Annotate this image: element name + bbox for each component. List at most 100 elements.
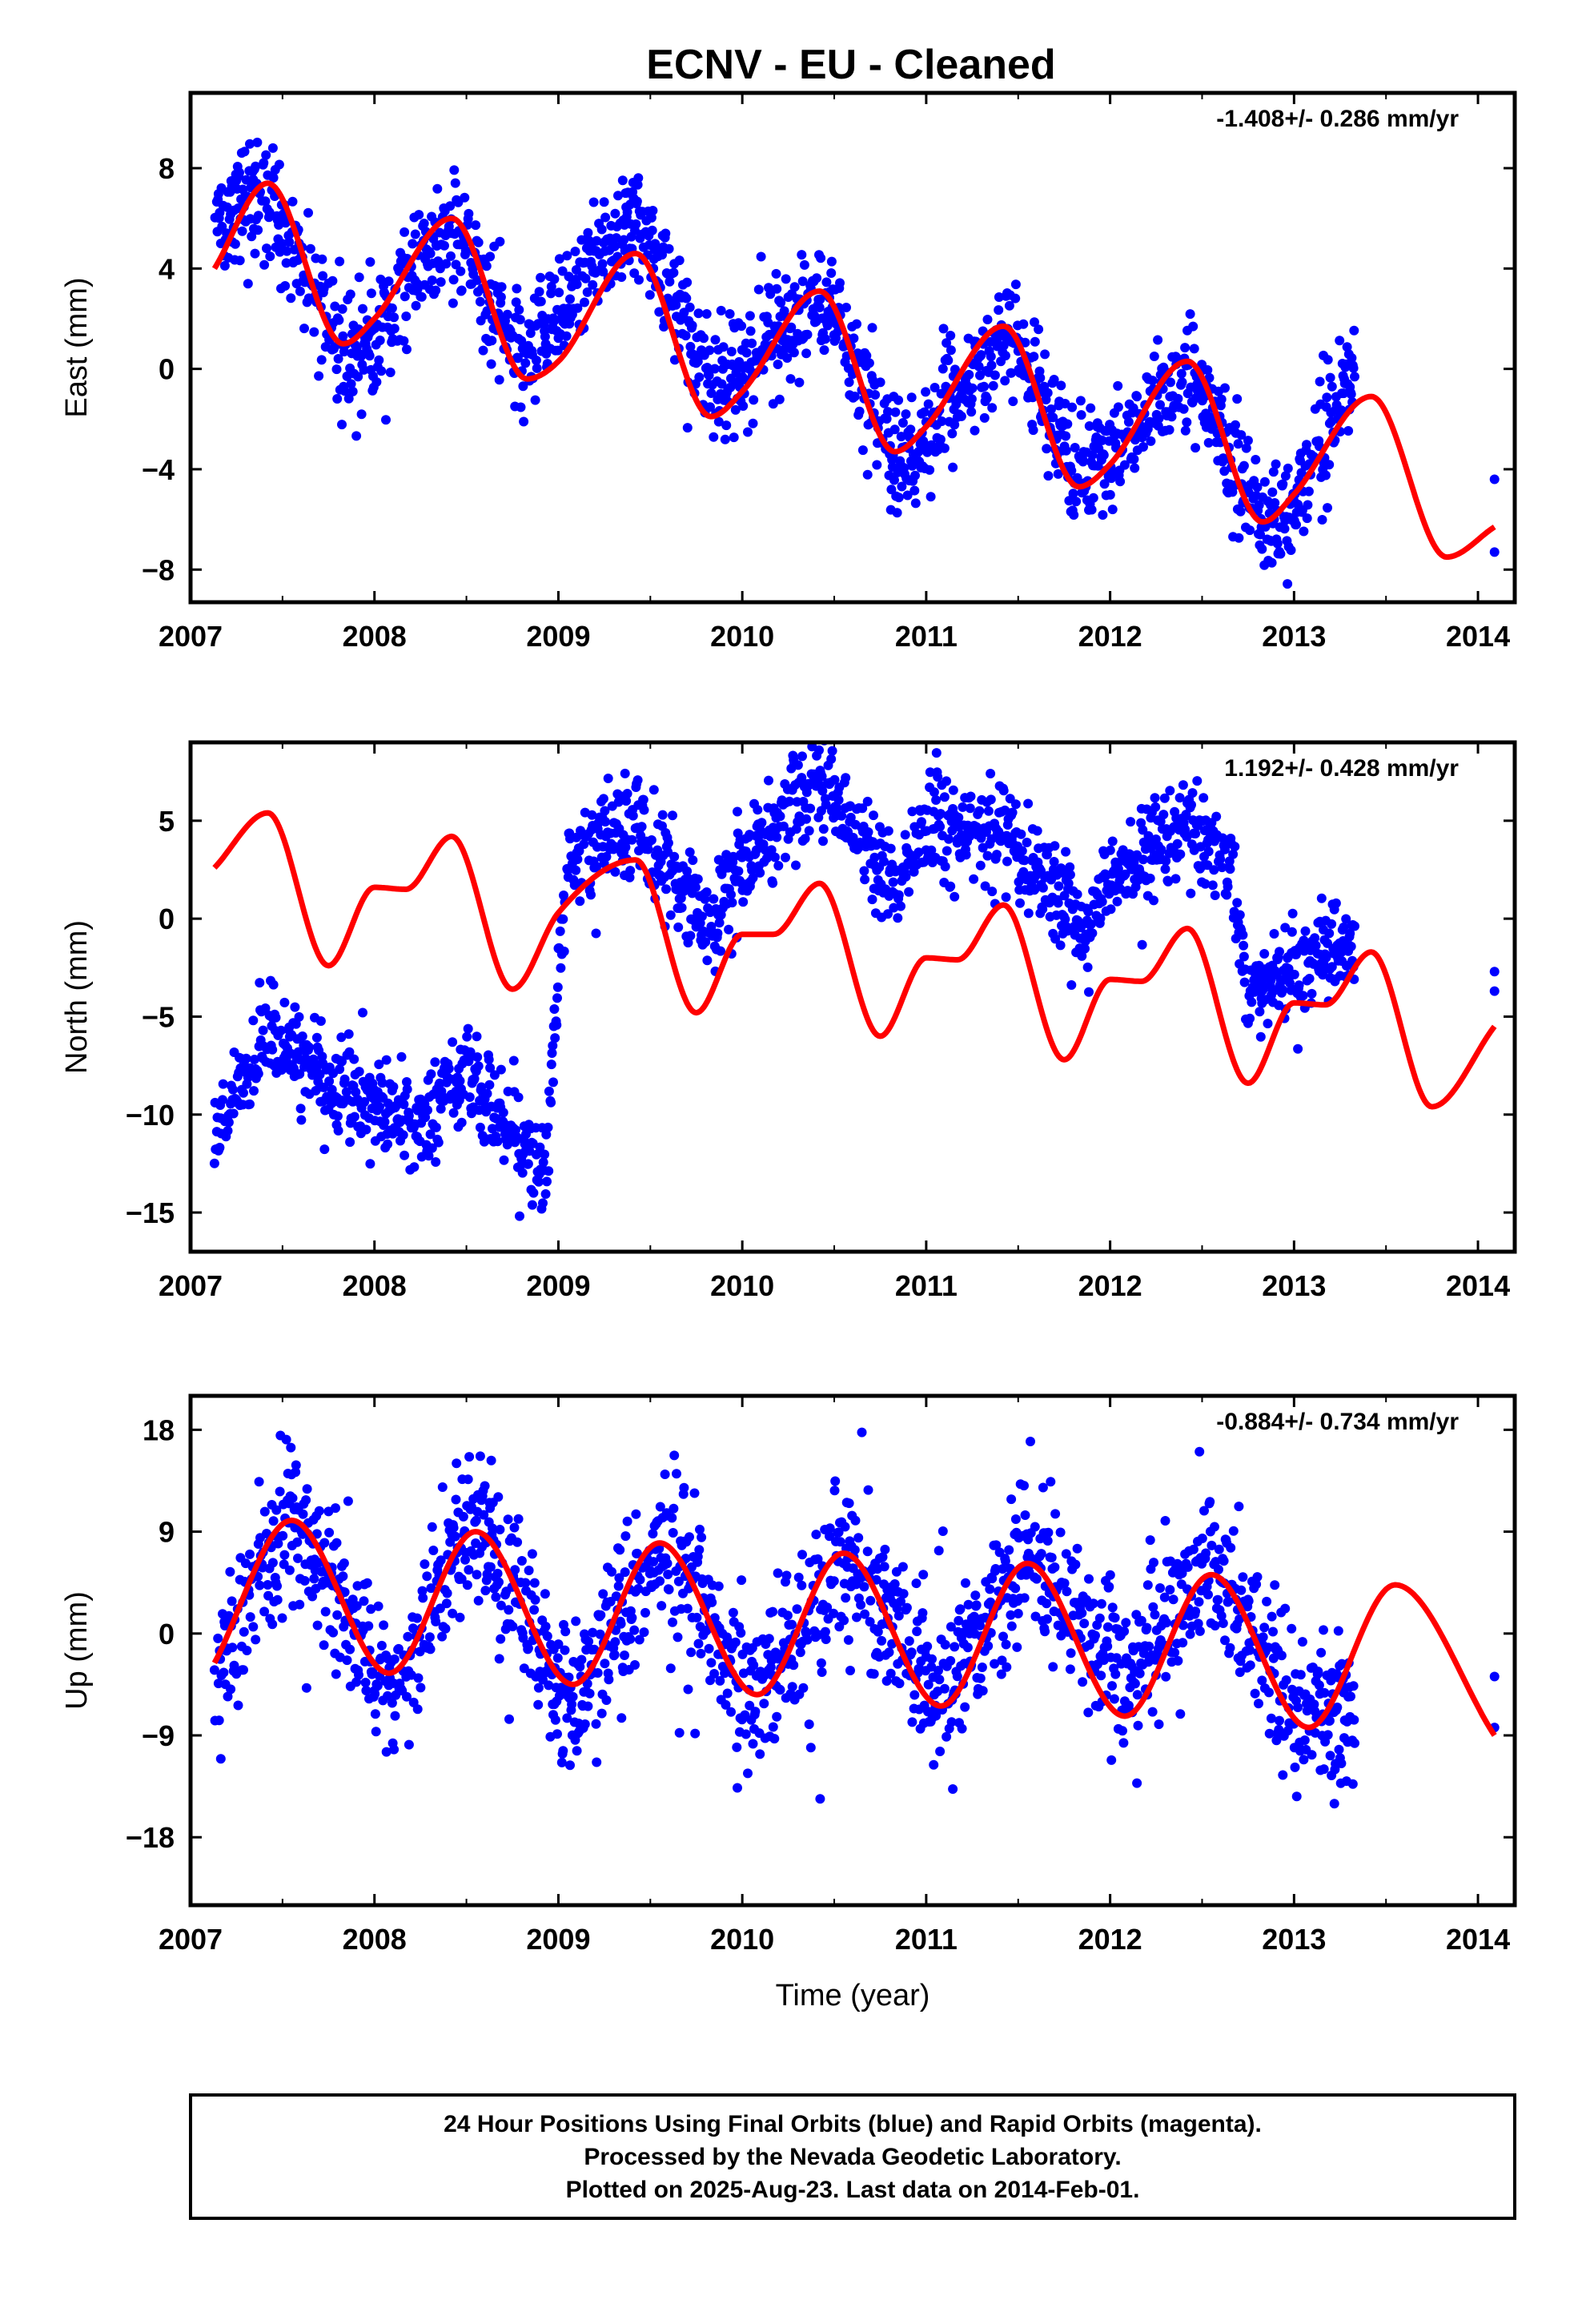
data-point [1186,888,1196,899]
data-point [560,1626,571,1637]
data-point [1068,489,1078,499]
y-axis-label: East (mm) [60,277,94,417]
data-point [512,1537,523,1547]
data-point [1043,1527,1054,1538]
data-point [693,1638,704,1649]
data-point [709,364,720,374]
data-point [837,810,847,821]
data-point [830,1476,841,1486]
data-point [452,1458,462,1469]
data-point [486,359,496,369]
data-point [1299,526,1309,537]
data-point [1136,1615,1146,1626]
data-point [706,388,717,398]
data-point [709,1669,720,1679]
data-point [1275,1715,1284,1726]
data-point [1040,349,1050,360]
data-point [1298,991,1308,1001]
data-point [648,206,658,215]
data-point [472,1052,483,1062]
data-point [860,1609,870,1619]
data-point [494,1577,504,1587]
data-point [431,1616,441,1626]
data-point [948,1784,958,1794]
data-point [625,866,636,876]
data-point [485,251,496,262]
data-point [690,883,701,892]
data-point [600,212,611,223]
data-point [745,311,755,321]
data-point [1016,829,1026,839]
data-point [279,997,290,1007]
panel-north: 2007 2008 2009 2010 2011 2012 2013 2014−15−10−5… [60,740,1517,1302]
data-point [1324,1715,1335,1726]
data-point [402,1084,412,1095]
data-point [1270,1580,1280,1590]
data-point [1180,425,1191,436]
data-point [456,1574,467,1584]
data-point [896,432,906,442]
data-point [327,275,338,286]
data-point [281,1434,291,1445]
data-point [946,345,956,356]
data-point [1144,1641,1154,1651]
data-point [1095,913,1106,923]
data-point [303,207,313,218]
data-point [481,261,492,271]
data-point [223,1126,233,1136]
data-point [1149,1558,1158,1568]
data-point [1180,824,1191,834]
data-point [799,259,809,270]
data-point [688,349,698,360]
data-point [791,824,801,834]
data-point [829,774,840,785]
data-point [281,258,291,268]
data-point [287,1493,298,1503]
data-point [485,1063,496,1073]
data-point [1189,344,1199,354]
data-point [840,1522,850,1532]
data-point [1002,1662,1012,1672]
data-point [893,1610,904,1621]
data-point [906,1647,917,1658]
data-point [293,1553,303,1563]
data-point [311,1032,322,1043]
data-point [897,1562,908,1572]
data-point [1235,1667,1245,1678]
data-point [299,324,309,334]
data-point [967,383,978,393]
data-point [267,1558,278,1568]
data-point [787,1682,797,1692]
data-point [1150,1610,1160,1620]
data-point [1132,1690,1142,1700]
data-point [583,227,593,238]
data-point [554,254,564,264]
data-point [1020,337,1030,348]
data-point [1173,393,1183,404]
data-point [1165,1585,1175,1595]
data-point [420,1559,430,1570]
data-point [1346,389,1356,400]
data-point [393,1643,404,1654]
data-point [580,297,589,308]
data-point [440,1623,451,1634]
data-point [990,1564,1001,1574]
data-point [1268,1626,1278,1637]
data-point [248,1622,259,1632]
data-point [330,301,340,312]
data-point [922,447,933,457]
data-point [553,1639,564,1650]
data-point [1161,1671,1171,1682]
data-point [705,345,715,356]
data-point [743,427,753,437]
data-point [338,331,348,341]
data-point [1065,1664,1075,1675]
data-point [619,235,629,245]
data-point [558,914,568,924]
data-point [685,847,695,858]
data-point [901,409,911,420]
data-point [896,1596,905,1606]
data-point [621,796,632,806]
data-point [1031,1574,1042,1584]
data-point [869,1669,879,1679]
